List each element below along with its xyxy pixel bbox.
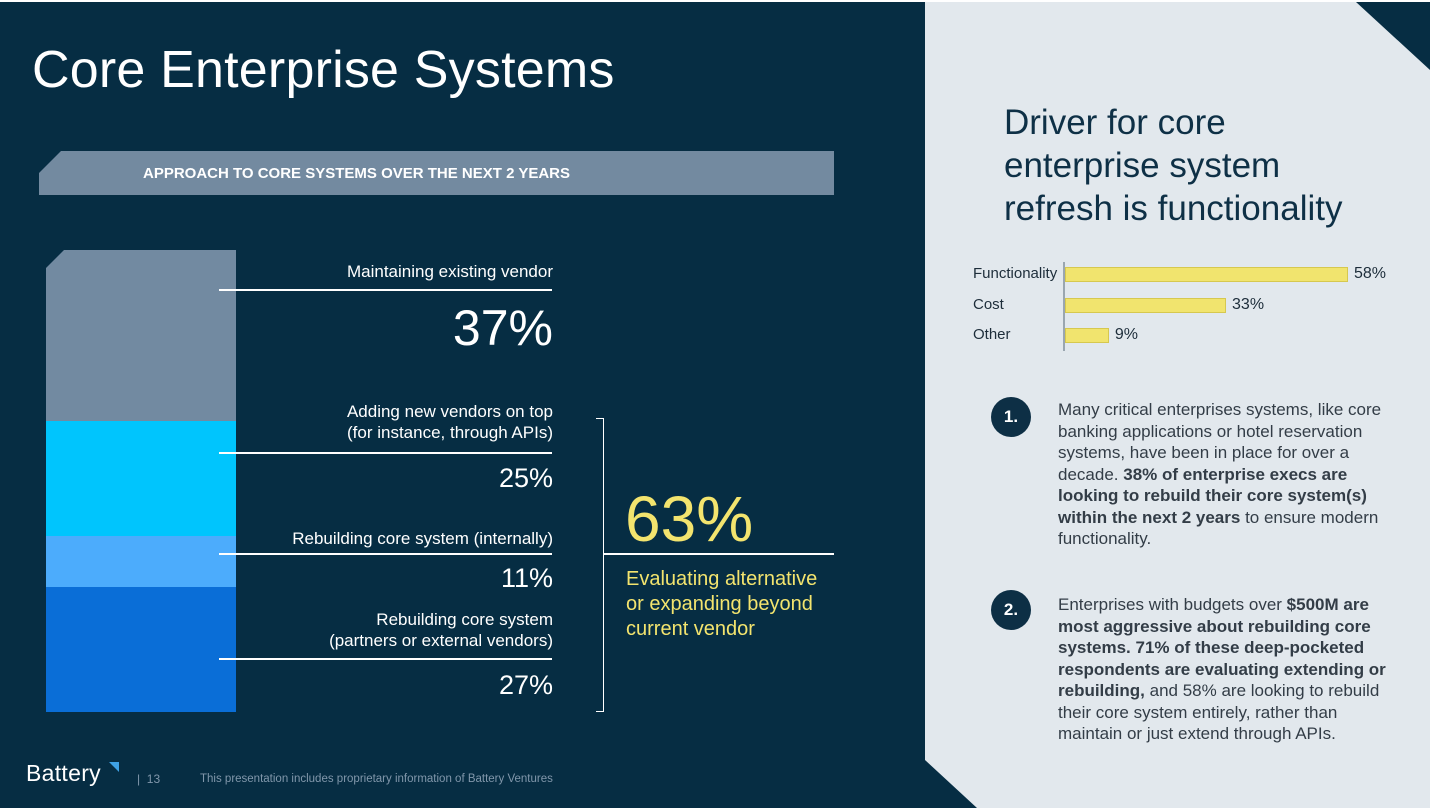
segment-leader-line: [219, 553, 552, 555]
corner-decoration-bottom-left: [925, 760, 977, 808]
insight-text-part: Enterprises with budgets over: [1058, 595, 1287, 614]
segment-leader-line: [219, 289, 552, 291]
segment-value: 25%: [498, 463, 553, 493]
page-separator: |: [137, 772, 141, 786]
segment-value: 37%: [452, 300, 553, 356]
total-percentage: 63%: [625, 483, 754, 555]
driver-title-line: enterprise system: [1004, 146, 1281, 185]
insight-text: Enterprises with budgets over $500M are …: [1058, 594, 1398, 745]
segment-label: Rebuilding core system (partners or exter…: [329, 609, 553, 651]
driver-bar: [1065, 328, 1109, 343]
driver-chart-title: Driver for core enterprise system refres…: [1004, 101, 1404, 230]
driver-category-label: Other: [973, 326, 1011, 343]
footer-note: This presentation includes proprietary i…: [200, 773, 553, 785]
insight-number-badge: 1.: [991, 397, 1031, 437]
insight-text: Many critical enterprises systems, like …: [1058, 399, 1398, 550]
segment-leader-line: [219, 452, 552, 454]
insight-text-part: Many critical enterprises systems, like …: [1058, 400, 1382, 484]
chart-title-banner: APPROACH TO CORE SYSTEMS OVER THE NEXT 2…: [39, 151, 834, 195]
total-caption-line: current vendor: [626, 618, 755, 640]
segment-value: 11%: [500, 563, 553, 593]
segment-label-line: Rebuilding core system: [376, 610, 553, 629]
total-caption: Evaluating alternative or expanding beyo…: [626, 567, 866, 642]
segment-label-line: Rebuilding core system (internally): [292, 529, 553, 548]
segment-label-line: Adding new vendors on top: [346, 402, 553, 421]
driver-title-line: refresh is functionality: [1004, 189, 1343, 228]
total-caption-line: or expanding beyond: [626, 593, 813, 615]
insight-text-part: and 58% are looking to rebuild their cor…: [1058, 681, 1380, 743]
driver-title-line: Driver for core: [1004, 103, 1226, 142]
segment-value: 27%: [498, 670, 553, 700]
insight-text-bold: 38% of enterprise execs are looking to r…: [1058, 464, 1367, 527]
insight-number-badge: 2.: [991, 590, 1031, 630]
page-title: Core Enterprise Systems: [32, 41, 615, 99]
battery-logo: Battery: [26, 760, 101, 786]
corner-decoration-top-right: [1356, 2, 1430, 70]
page-number: | 13: [137, 772, 160, 786]
bar-segment: [46, 250, 236, 421]
total-bracket: [596, 418, 604, 712]
segment-leader-line: [219, 658, 552, 660]
driver-category-label: Cost: [973, 296, 1004, 313]
driver-bar-value: 33%: [1232, 296, 1265, 313]
segment-label-line: (partners or external vendors): [329, 631, 553, 650]
total-bracket-line: [604, 553, 834, 555]
segment-label: Maintaining existing vendor: [347, 261, 553, 282]
total-caption-line: Evaluating alternative: [626, 568, 818, 590]
driver-chart-axis: [1063, 262, 1065, 351]
bar-segment: [46, 420, 236, 537]
driver-bar-value: 9%: [1114, 326, 1139, 343]
logo-mark-icon: [109, 762, 119, 772]
stacked-bar: [46, 250, 236, 712]
insight-text-part: to ensure modern functionality.: [1058, 507, 1379, 549]
driver-bar: [1065, 267, 1348, 282]
segment-label-line: Maintaining existing vendor: [346, 262, 553, 281]
driver-category-label: Functionality: [973, 265, 1058, 282]
bar-segment: [46, 536, 236, 588]
driver-bar-value: 58%: [1354, 265, 1387, 282]
segment-label-line: (for instance, through APIs): [347, 423, 553, 442]
insight-text-bold: $500M are most aggressive about rebuildi…: [1058, 595, 1386, 700]
bar-segment: [46, 587, 236, 712]
segment-label: Adding new vendors on top (for instance, …: [347, 401, 553, 443]
chart-title: APPROACH TO CORE SYSTEMS OVER THE NEXT 2…: [142, 164, 571, 182]
page-number-value: 13: [146, 772, 161, 786]
driver-bar: [1065, 298, 1227, 313]
segment-label: Rebuilding core system (internally): [292, 528, 553, 549]
